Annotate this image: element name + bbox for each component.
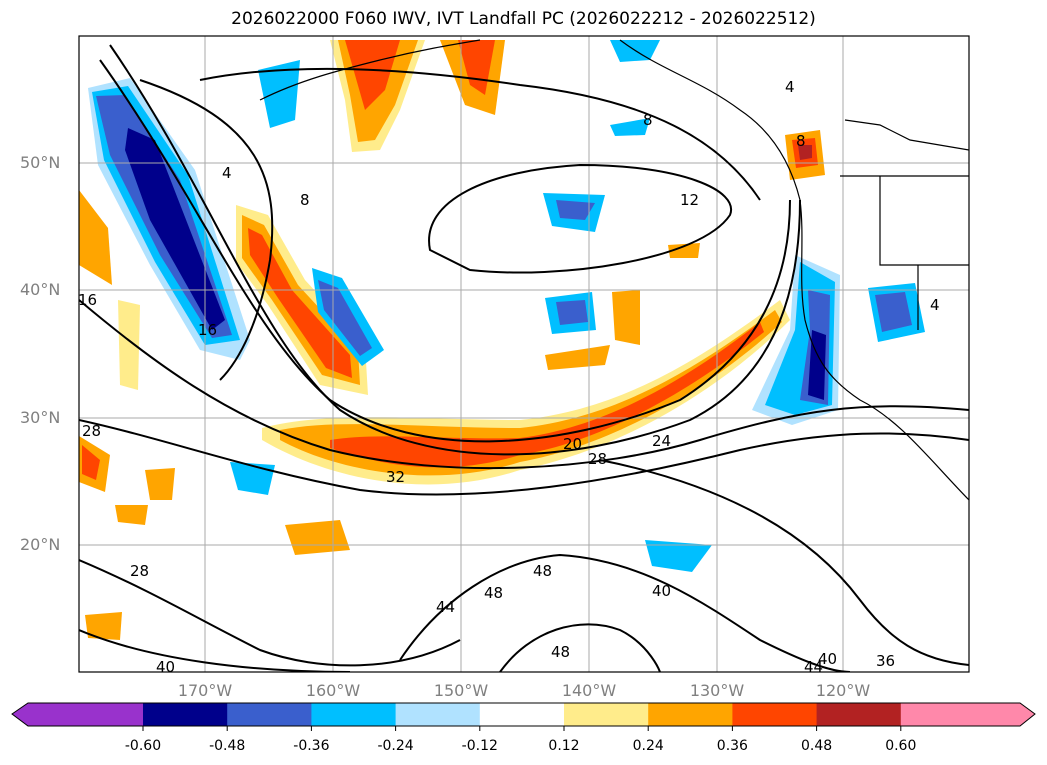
plot-frame bbox=[78, 35, 970, 673]
colorbar-segment bbox=[564, 703, 649, 726]
contour-label: 40 bbox=[652, 582, 671, 600]
contour-label: 48 bbox=[551, 643, 570, 661]
lat-label: 40°N bbox=[20, 280, 61, 299]
map-title: 2026022000 F060 IWV, IVT Landfall PC (20… bbox=[231, 9, 816, 29]
colorbar-segment bbox=[479, 703, 565, 726]
contour-label: 8 bbox=[300, 191, 310, 209]
colorbar-tick-label: 0.36 bbox=[716, 738, 748, 754]
contour-label: 4 bbox=[785, 78, 795, 96]
colorbar-segment bbox=[395, 703, 481, 726]
contour-label: 4 bbox=[930, 296, 940, 314]
contour-label: 16 bbox=[198, 321, 217, 339]
lon-label: 120°W bbox=[815, 681, 871, 700]
lon-label: 160°W bbox=[305, 681, 361, 700]
lon-label: 170°W bbox=[177, 681, 233, 700]
colorbar-tick-label: -0.60 bbox=[124, 738, 162, 754]
contour-label: 40 bbox=[818, 650, 837, 668]
contour-label: 48 bbox=[533, 562, 552, 580]
lat-label: 30°N bbox=[20, 408, 61, 427]
colorbar-segment bbox=[311, 703, 397, 726]
contour-label: 28 bbox=[82, 422, 101, 440]
colorbar-tick-label: -0.24 bbox=[377, 738, 414, 754]
colorbar-tick-label: -0.36 bbox=[293, 738, 330, 754]
contour-label: 40 bbox=[156, 658, 175, 676]
contour-label: 24 bbox=[652, 432, 671, 450]
contour-label: 4 bbox=[222, 164, 232, 182]
colorbar-outline bbox=[11, 702, 1036, 727]
contour-label: 48 bbox=[484, 584, 503, 602]
colorbar-segment bbox=[732, 703, 818, 726]
lon-label: 140°W bbox=[561, 681, 617, 700]
colorbar-tick-label: 0.24 bbox=[632, 738, 664, 754]
colorbar-tick-label: -0.48 bbox=[209, 738, 246, 754]
colorbar-extend-max bbox=[900, 703, 1035, 726]
contour-label: 12 bbox=[680, 191, 699, 209]
contour-label: 36 bbox=[876, 652, 895, 670]
ivw-contours bbox=[79, 44, 969, 672]
contour-label: 8 bbox=[796, 132, 806, 150]
colorbar-extend-min bbox=[12, 703, 143, 726]
contour-labels: 4 8 8 12 16 16 20 24 28 28 32 28 40 44 4… bbox=[78, 78, 940, 676]
graticule bbox=[79, 36, 969, 672]
colorbar-tick-label: -0.12 bbox=[461, 738, 498, 754]
contour-label: 16 bbox=[78, 291, 97, 309]
colorbar-tick-label: 0.12 bbox=[548, 738, 580, 754]
contour-label: 32 bbox=[386, 468, 405, 486]
colorbar-tick-label: 0.60 bbox=[885, 738, 917, 754]
contour-label: 28 bbox=[130, 562, 149, 580]
contour-label: 44 bbox=[436, 598, 455, 616]
colorbar-segment bbox=[143, 703, 228, 726]
colorbar-segment bbox=[816, 703, 902, 726]
lat-label: 50°N bbox=[20, 153, 61, 172]
coastlines bbox=[259, 39, 969, 501]
lat-label: 20°N bbox=[20, 535, 61, 554]
colorbar-segment bbox=[648, 703, 733, 726]
colorbar-tick-label: 0.48 bbox=[801, 738, 833, 754]
contour-label: 44 bbox=[804, 658, 823, 676]
contour-label: 8 bbox=[643, 111, 653, 129]
lon-label: 130°W bbox=[689, 681, 745, 700]
lon-label: 150°W bbox=[433, 681, 489, 700]
colorbar bbox=[11, 702, 1036, 731]
contour-label: 28 bbox=[588, 450, 607, 468]
colorbar-segment bbox=[227, 703, 312, 726]
contour-label: 20 bbox=[563, 435, 582, 453]
